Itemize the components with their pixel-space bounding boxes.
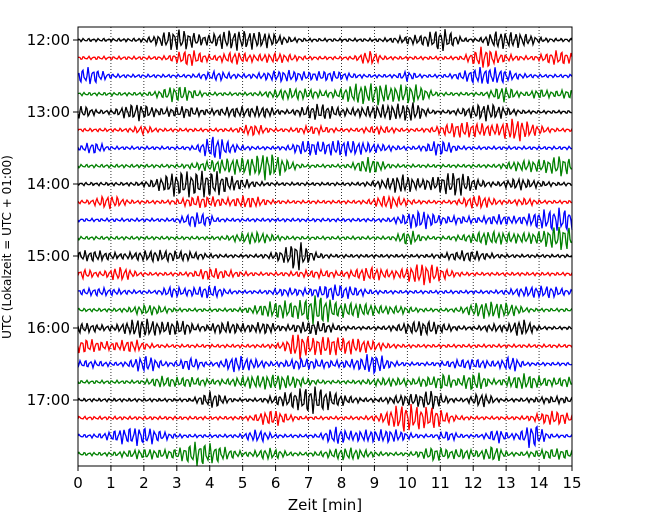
- trace-line: [77, 441, 573, 466]
- trace-line: [77, 354, 573, 376]
- y-tick-label: 17:00: [27, 391, 70, 409]
- trace-line: [77, 102, 573, 122]
- y-axis-ticks: 12:00 13:00 14:00 15:00 16:00 17:00: [27, 31, 78, 409]
- trace-line: [77, 334, 573, 360]
- x-axis-label: Zeit [min]: [288, 496, 362, 514]
- y-tick-label: 13:00: [27, 103, 70, 121]
- x-tick-label: 12: [464, 474, 483, 492]
- x-tick-label: 10: [398, 474, 417, 492]
- traces: [77, 29, 573, 466]
- trace-line: [77, 226, 573, 250]
- x-tick-label: 4: [205, 474, 215, 492]
- trace-line: [77, 118, 573, 142]
- x-tick-label: 7: [304, 474, 314, 492]
- x-tick-label: 2: [139, 474, 149, 492]
- trace-line: [77, 154, 573, 181]
- trace-line: [77, 83, 573, 106]
- trace-line: [77, 386, 573, 414]
- trace-line: [77, 425, 573, 448]
- trace-line: [77, 29, 573, 52]
- trace-line: [77, 170, 573, 198]
- trace-line: [77, 264, 573, 286]
- trace-line: [77, 136, 573, 160]
- x-tick-label: 15: [562, 474, 581, 492]
- x-tick-label: 0: [73, 474, 83, 492]
- plot-frame: [77, 26, 573, 467]
- y-tick-label: 16:00: [27, 319, 70, 337]
- trace-line: [77, 242, 573, 271]
- y-axis-label: UTC (Lokalzeit = UTC + 01:00): [0, 155, 14, 339]
- trace-line: [77, 318, 573, 338]
- trace-line: [77, 403, 573, 432]
- trace-line: [77, 67, 573, 85]
- x-tick-label: 14: [530, 474, 549, 492]
- x-tick-label: 1: [106, 474, 116, 492]
- x-tick-label: 9: [370, 474, 380, 492]
- trace-line: [77, 46, 573, 68]
- x-tick-label: 11: [431, 474, 450, 492]
- x-tick-label: 3: [172, 474, 182, 492]
- trace-line: [77, 284, 573, 300]
- trace-line: [77, 207, 573, 232]
- x-tick-label: 6: [271, 474, 281, 492]
- y-tick-label: 15:00: [27, 247, 70, 265]
- x-axis-ticks: 0 1 2 3 4 5 6 7 8 9 10 11 12 13 14 15: [73, 466, 582, 492]
- x-tick-label: 13: [497, 474, 516, 492]
- y-tick-label: 14:00: [27, 175, 70, 193]
- x-tick-label: 5: [238, 474, 248, 492]
- trace-line: [77, 372, 573, 391]
- x-tick-label: 8: [337, 474, 347, 492]
- trace-line: [77, 194, 573, 210]
- y-tick-label: 12:00: [27, 31, 70, 49]
- trace-line: [77, 295, 573, 325]
